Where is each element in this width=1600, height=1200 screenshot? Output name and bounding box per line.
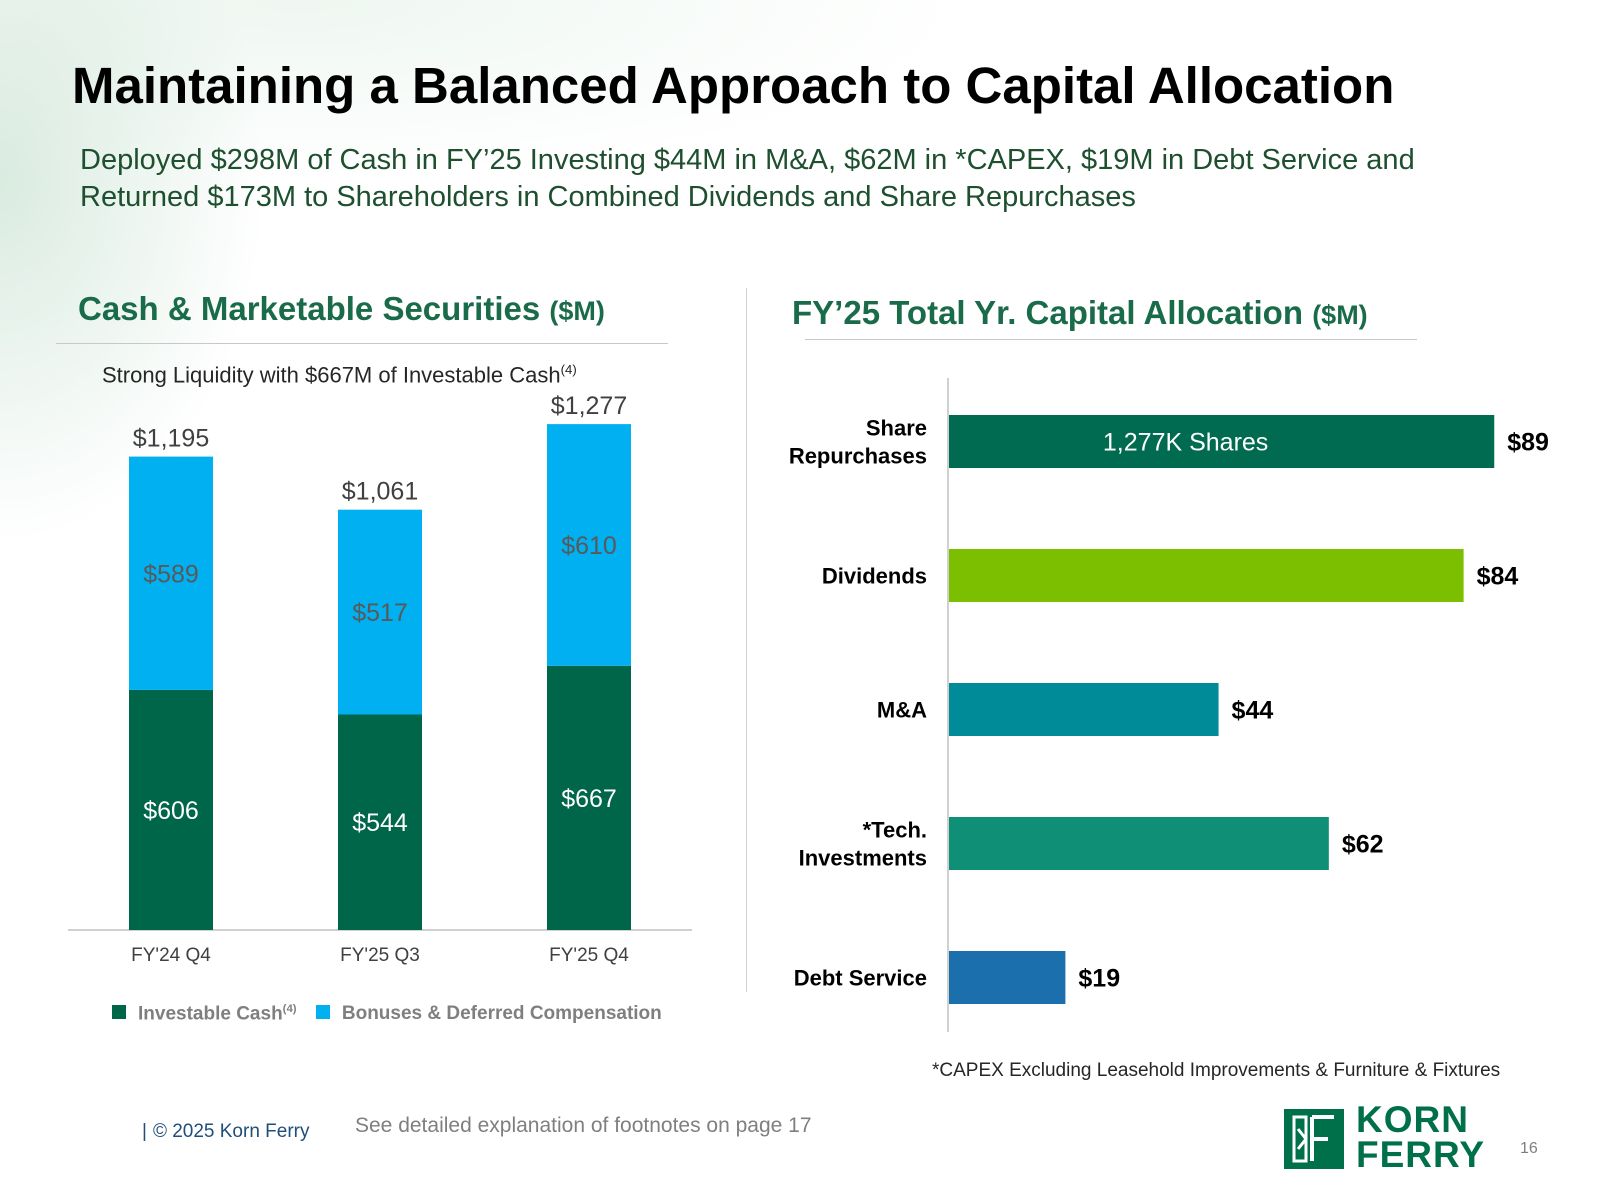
- bar-segment-investable: [338, 714, 422, 930]
- cash-chart-legend: Investable Cash(4) Bonuses & Deferred Co…: [112, 1003, 676, 1025]
- allocation-value-label: $89: [1507, 429, 1549, 457]
- x-tick-label: FY'25 Q4: [549, 945, 629, 966]
- bar-segment-label: $589: [143, 560, 199, 588]
- allocation-panel-title-text: FY’25 Total Yr. Capital Allocation: [792, 294, 1304, 331]
- bar-segment-investable: [129, 689, 213, 930]
- copyright-divider: |: [142, 1121, 147, 1142]
- x-tick-label: FY'24 Q4: [131, 945, 211, 966]
- logo-word-1: KORN: [1356, 1099, 1469, 1140]
- allocation-horizontal-bar-chart: $89 1,277K Shares Share Repurchases $84 Divid…: [789, 378, 1549, 1032]
- korn-ferry-logo-icon: [1284, 1109, 1344, 1169]
- cash-panel-divider: [56, 343, 668, 344]
- cash-panel-title-unit: ($M): [549, 296, 605, 326]
- legend-label-investable: Investable Cash: [138, 1003, 283, 1025]
- allocation-value-label: $19: [1078, 965, 1120, 993]
- panel-separator: [746, 288, 747, 992]
- bar-segment-bonuses: [129, 456, 213, 690]
- bar-total-label: $1,195: [133, 425, 209, 453]
- allocation-bar: [949, 951, 1066, 1004]
- bar-segment-label: $517: [352, 599, 408, 627]
- bar-segment-investable: [547, 665, 631, 930]
- allocation-bar: [949, 415, 1495, 468]
- copyright: | © 2025 Korn Ferry: [142, 1121, 310, 1143]
- x-tick-label: FY'25 Q3: [340, 945, 420, 966]
- bar-segment-label: $610: [561, 532, 617, 560]
- legend-swatch-investable: [112, 1005, 126, 1020]
- slide-title: Maintaining a Balanced Approach to Capit…: [72, 57, 1395, 114]
- bar-segment-label: $667: [561, 785, 617, 813]
- capex-footnote: *CAPEX Excluding Leasehold Improvements …: [932, 1060, 1501, 1081]
- legend-label-bonuses: Bonuses & Deferred Compensation: [341, 1003, 662, 1025]
- bar-segment-bonuses: [338, 509, 422, 715]
- bar-segment-bonuses: [547, 424, 631, 666]
- allocation-category-label: Dividends: [822, 564, 927, 589]
- bar-total-label: $1,277: [551, 392, 627, 420]
- allocation-category-label: Repurchases: [789, 444, 927, 469]
- allocation-bar: [949, 817, 1329, 870]
- allocation-bar: [949, 549, 1464, 602]
- allocation-value-label: $44: [1232, 697, 1274, 725]
- subtitle-line-1: Deployed $298M of Cash in FY’25 Investin…: [80, 144, 1415, 176]
- allocation-inner-label: 1,277K Shares: [1103, 429, 1268, 457]
- footnote-reference: See detailed explanation of footnotes on…: [355, 1114, 812, 1137]
- legend-footnote-investable: (4): [282, 1003, 297, 1015]
- slide-subtitle: Deployed $298M of Cash in FY’25 Investin…: [80, 142, 1560, 216]
- cash-panel-title: Cash & Marketable Securities ($M): [78, 290, 605, 328]
- allocation-category-label: Investments: [799, 846, 927, 871]
- korn-ferry-wordmark: KORN FERRY: [1356, 1099, 1486, 1175]
- subtitle-line-2: Returned $173M to Shareholders in Combin…: [80, 181, 1136, 213]
- cash-chart-caption-text: Strong Liquidity with $667M of Investabl…: [102, 362, 561, 388]
- cash-chart-caption-footnote: (4): [560, 362, 577, 377]
- bar-total-label: $1,061: [342, 478, 418, 506]
- allocation-bar: [949, 683, 1219, 736]
- cash-stacked-bar-chart: $606 $589 $1,195 FY'24 Q4 $544 $517 $1,061 FY'2…: [68, 392, 692, 966]
- allocation-category-label: *Tech.: [863, 818, 927, 843]
- allocation-category-label: Debt Service: [794, 966, 927, 991]
- legend-swatch-bonuses: [315, 1005, 330, 1020]
- cash-panel-title-text: Cash & Marketable Securities: [78, 290, 541, 327]
- allocation-panel-title-unit: ($M): [1312, 300, 1368, 330]
- allocation-value-label: $84: [1477, 563, 1519, 591]
- logo-word-2: FERRY: [1356, 1134, 1486, 1175]
- cash-chart-caption: Strong Liquidity with $667M of Investabl…: [102, 362, 577, 388]
- page-number: 16: [1520, 1140, 1538, 1157]
- allocation-panel-divider: [805, 339, 1417, 340]
- bar-segment-label: $544: [352, 809, 408, 837]
- allocation-category-label: Share: [866, 416, 927, 441]
- allocation-panel-title: FY’25 Total Yr. Capital Allocation ($M): [792, 294, 1368, 332]
- legend-item-investable-cash: Investable Cash(4): [112, 1003, 297, 1025]
- allocation-value-label: $62: [1342, 831, 1384, 859]
- legend-item-bonuses: Bonuses & Deferred Compensation: [315, 1003, 662, 1025]
- copyright-text: © 2025 Korn Ferry: [152, 1121, 310, 1142]
- allocation-category-label: M&A: [877, 698, 927, 723]
- bar-segment-label: $606: [143, 797, 199, 825]
